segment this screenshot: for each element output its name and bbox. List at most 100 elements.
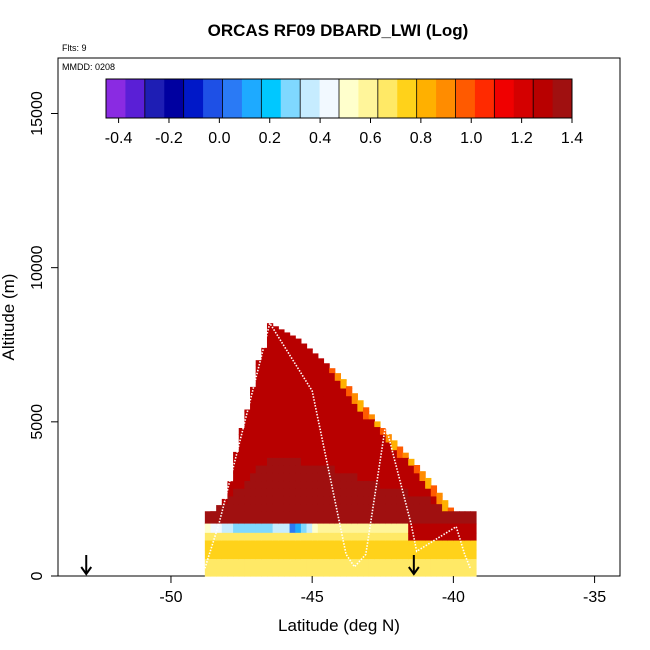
field-cell (470, 540, 477, 551)
field-cell (374, 421, 381, 428)
field-cell (430, 523, 438, 534)
field-cell (289, 403, 296, 412)
field-cell (419, 523, 426, 534)
field-cell (216, 511, 223, 525)
field-cell (227, 481, 234, 489)
field-cell (266, 434, 274, 443)
field-cell (379, 540, 387, 551)
field-cell (261, 372, 268, 381)
field-cell (261, 380, 268, 389)
field-cell (340, 403, 347, 412)
field-cell (329, 434, 336, 443)
colorbar-swatch (339, 79, 359, 118)
field-cell (289, 568, 296, 577)
field-cell (272, 434, 279, 443)
field-cell (266, 532, 274, 542)
field-cell (278, 495, 285, 505)
field-cell (266, 426, 274, 435)
field-cell (233, 465, 240, 474)
field-cell (447, 532, 454, 542)
field-cell (379, 488, 387, 497)
field-cell (363, 559, 370, 569)
field-cell (295, 472, 302, 482)
field-cell (261, 449, 268, 458)
field-cell (312, 372, 319, 381)
field-cell (374, 441, 381, 451)
field-cell (289, 480, 296, 489)
field-cell (391, 488, 398, 497)
colorbar-swatch (513, 79, 534, 118)
field-cell (323, 372, 330, 381)
field-cell (238, 434, 245, 443)
field-cell (408, 472, 415, 482)
field-cell (363, 411, 370, 420)
field-cell (300, 465, 308, 474)
x-tick-label: -35 (583, 589, 606, 606)
field-cell (374, 488, 381, 497)
field-cell (278, 357, 285, 366)
field-cell (250, 511, 257, 525)
field-cell (283, 349, 291, 358)
field-cell (272, 387, 279, 397)
field-cell (244, 559, 251, 569)
field-cell (351, 441, 358, 451)
field-cell (436, 549, 443, 560)
field-cell (306, 387, 313, 397)
field-cell (402, 559, 409, 569)
field-cell (266, 364, 274, 374)
field-cell (272, 559, 279, 569)
field-cell (244, 523, 251, 534)
field-cell (216, 549, 223, 560)
field-cell (402, 457, 409, 466)
field-cell (379, 434, 387, 443)
field-cell (346, 523, 353, 534)
field-cell (261, 465, 268, 474)
field-cell (334, 395, 342, 404)
field-cell (300, 441, 308, 451)
field-cell (283, 472, 291, 482)
field-cell (255, 380, 262, 389)
field-cell (323, 403, 330, 412)
field-cell (317, 380, 325, 389)
field-cell (244, 449, 251, 458)
field-cell (357, 400, 364, 404)
field-cell (266, 441, 274, 451)
field-cell (306, 372, 313, 381)
field-cell (340, 532, 347, 542)
field-cell (216, 523, 223, 534)
field-cell (227, 511, 234, 525)
field-cell (238, 568, 245, 577)
field-cell (278, 333, 285, 343)
field-cell (289, 380, 296, 389)
field-cell (317, 387, 325, 397)
field-cell (442, 532, 449, 542)
y-tick-label: 0 (29, 571, 46, 580)
field-cell (419, 532, 426, 542)
field-cell (306, 403, 313, 412)
field-cell (413, 480, 421, 489)
field-cell (272, 495, 279, 505)
field-cell (391, 540, 398, 551)
field-cell (255, 559, 262, 569)
field-cell (255, 488, 262, 497)
field-cell (346, 511, 353, 525)
colorbar-swatch (416, 79, 437, 118)
field-cell (227, 559, 234, 569)
field-cell (357, 472, 364, 482)
field-cell (374, 540, 381, 551)
field-cell (295, 426, 302, 435)
field-cell (250, 434, 257, 443)
field-cell (210, 559, 217, 569)
field-cell (306, 495, 313, 505)
field-cell (238, 465, 245, 474)
field-cell (266, 540, 274, 551)
field-cell (266, 559, 274, 569)
field-cell (385, 434, 392, 443)
field-cell (453, 568, 460, 577)
field-cell (340, 426, 347, 435)
field-cell (250, 449, 257, 458)
field-cell (272, 503, 279, 512)
field-cell (396, 511, 404, 525)
field-cell (425, 477, 432, 482)
field-cell (283, 532, 291, 542)
